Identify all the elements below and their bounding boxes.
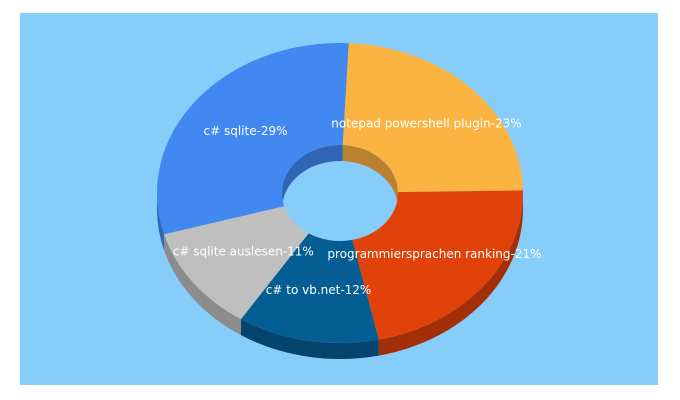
chart-side-layer	[157, 145, 523, 359]
slice-1[interactable]	[342, 43, 523, 193]
slice-label-0: c# sqlite-29%	[203, 124, 287, 138]
slice-2[interactable]	[352, 190, 523, 340]
slice-side-3	[241, 319, 379, 359]
slice-3[interactable]	[241, 233, 379, 344]
slice-label-1: notepad powershell plugin-23%	[331, 117, 521, 131]
chart-top-layer	[157, 43, 523, 344]
slice-side-0	[157, 193, 165, 251]
chart-label-layer: c# sqlite-29% notepad powershell plugin-2…	[173, 117, 542, 297]
slice-0[interactable]	[157, 43, 349, 235]
slice-side-4	[164, 234, 242, 336]
slice-inner-wall-1-0	[342, 145, 398, 209]
donut-chart: c# sqlite-29% notepad powershell plugin-2…	[20, 13, 658, 385]
slice-inner-wall-0-0	[282, 145, 343, 209]
slice-label-3: c# to vb.net-12%	[266, 283, 372, 297]
slice-side-2	[378, 193, 523, 356]
chart-panel: c# sqlite-29% notepad powershell plugin-2…	[20, 13, 658, 385]
slice-label-2: programmiersprachen ranking-21%	[327, 247, 541, 261]
slice-label-4: c# sqlite auslesen-11%	[173, 245, 314, 259]
slice-4[interactable]	[164, 206, 309, 320]
